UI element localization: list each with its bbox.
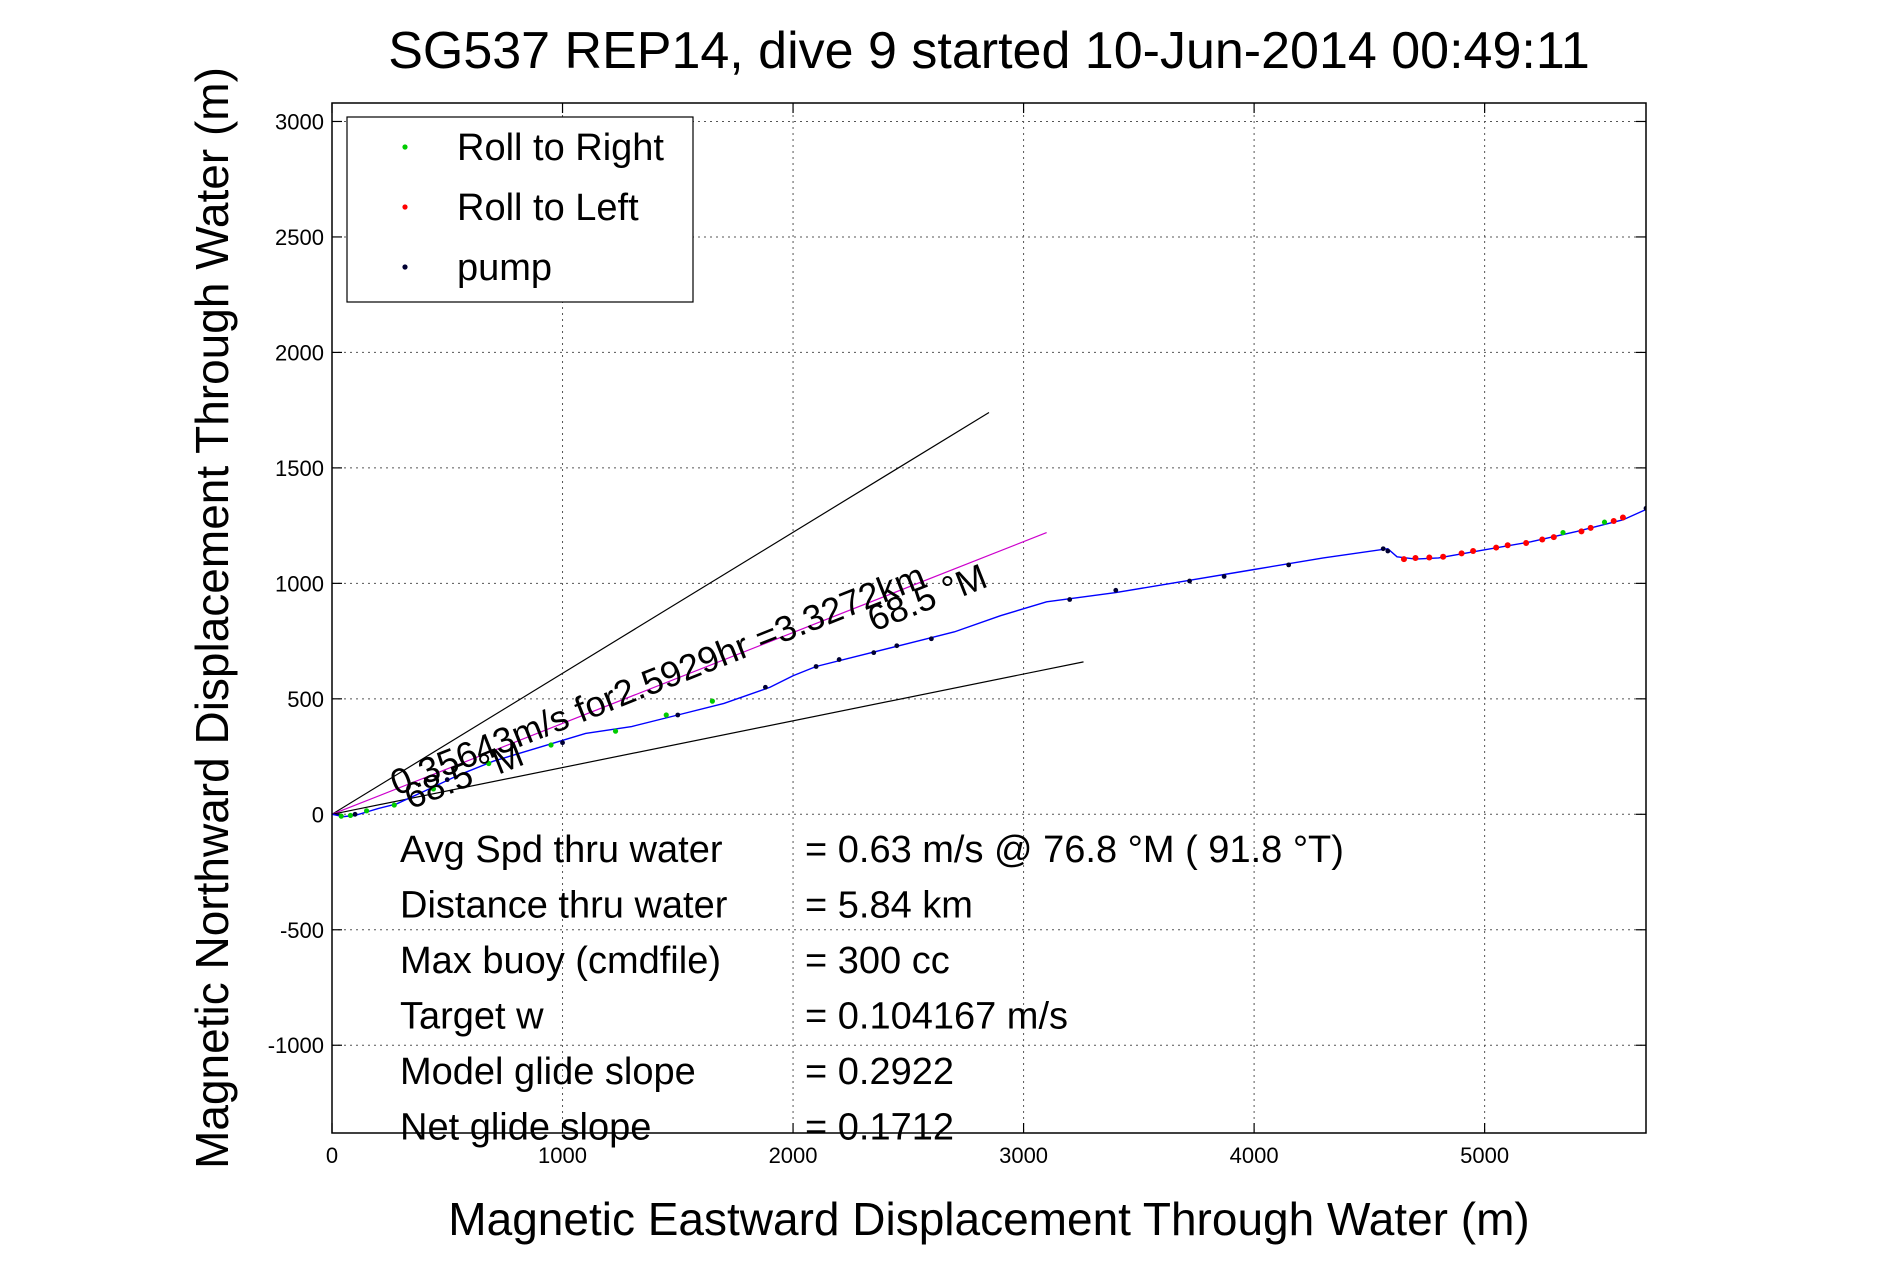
y-tick-label: 1500 [275,456,324,481]
y-tick-label: 2500 [275,225,324,250]
pump-point [352,811,358,817]
y-tick-label: 500 [287,687,324,712]
roll-right-point [486,760,492,767]
pump-point [1221,574,1227,579]
track-line [332,508,1646,818]
x-ticks: 0 1000 2000 3000 4000 5000 [326,103,1509,1168]
pump-point [1067,597,1073,602]
pump-point [928,636,934,642]
y-tick-label: 3000 [275,109,324,134]
grid [332,103,1646,1133]
roll-left-point [1539,536,1546,543]
x-tick-label: 1000 [538,1143,587,1168]
pump-point [1385,548,1391,554]
x-tick-label: 3000 [999,1143,1048,1168]
x-tick-label: 4000 [1230,1143,1279,1168]
roll-left-point [1458,550,1465,557]
legend-label-3: pump [457,247,552,289]
roll-left-point [1619,514,1626,521]
pump-point [444,777,450,783]
pump-point [1187,578,1192,584]
bearing-line-1 [332,411,990,815]
annotation-value-6: = 0.1712 [805,1107,954,1149]
y-tick-label: 1000 [275,571,324,596]
chart-title: SG537 REP14, dive 9 started 10-Jun-2014 … [388,22,1590,80]
roll-left-point [1412,554,1419,561]
pump-point [813,664,819,669]
roll-left-point [1470,548,1477,555]
legend-label-1: Roll to Right [457,127,664,169]
legend: Roll to Right Roll to Left pump [346,116,694,303]
x-axis-label: Magnetic Eastward Displacement Through W… [448,1193,1529,1245]
y-tick-label: 0 [312,802,324,827]
roll-left-point [1523,539,1530,546]
annotations: Avg Spd thru water = 0.63 m/s @ 76.8 °M (… [400,829,1344,1149]
y-tick-label: -1000 [268,1033,324,1058]
annotation-label-5: Model glide slope [400,1051,696,1093]
annotation-label-2: Distance thru water [400,885,728,927]
x-tick-label: 2000 [769,1143,818,1168]
roll-left-point [1400,556,1407,563]
roll-right-point [391,802,397,808]
legend-marker-1 [402,144,408,150]
roll-right-point [338,813,344,819]
roll-left-point [1550,534,1557,541]
roll-right-point [1601,519,1608,525]
pump-point [762,684,768,690]
y-ticks: -1000 -500 0 500 1000 1500 2000 2500 3000 [268,109,1646,1058]
roll-right-point [548,742,554,748]
roll-left-point [1440,553,1447,560]
roll-right-point [430,786,437,792]
pump-point [836,657,842,662]
x-tick-label: 5000 [1460,1143,1509,1168]
bearing-line-3 [332,661,1084,815]
annotation-value-2: = 5.84 km [805,885,973,927]
roll-left-point [1493,544,1500,551]
bearing-line-2 [332,531,1047,815]
pump-point [675,712,681,718]
annotation-label-4: Target w [400,996,544,1038]
y-tick-label: -500 [280,918,324,943]
annotation-label-6: Net glide slope [400,1107,651,1149]
annotation-value-4: = 0.104167 m/s [805,996,1068,1038]
roll-right-point [363,808,370,814]
y-axis-label: Magnetic Northward Displacement Through … [186,67,238,1169]
legend-marker-2 [402,204,408,210]
pump-point [1286,562,1292,568]
roll-left-point [1587,524,1594,531]
roll-right-point [1560,529,1566,536]
plot-frame [331,102,1647,1134]
pump-point [1113,587,1119,593]
pump-point [894,643,900,649]
y-tick-label: 2000 [275,340,324,365]
annotation-value-3: = 300 cc [805,940,950,982]
pump-point [1380,546,1386,552]
roll-right-point [612,728,619,734]
roll-right-point [709,698,715,704]
annotation-value-5: = 0.2922 [805,1051,954,1093]
legend-marker-3 [402,264,408,270]
legend-label-2: Roll to Left [457,187,639,229]
pump-point [560,740,565,746]
annotation-label-1: Avg Spd thru water [400,829,723,871]
annotation-value-1: = 0.63 m/s @ 76.8 °M ( 91.8 °T) [805,829,1344,871]
roll-left-point [1578,528,1585,535]
roll-left-point [1610,518,1617,525]
roll-right-point [347,812,354,819]
roll-left-point [1426,554,1433,561]
pump-point [871,650,877,656]
annotation-label-3: Max buoy (cmdfile) [400,940,721,982]
x-tick-label: 0 [326,1143,338,1168]
roll-right-point [663,712,669,718]
roll-left-point [1504,542,1511,549]
plot-marks [332,411,1646,819]
